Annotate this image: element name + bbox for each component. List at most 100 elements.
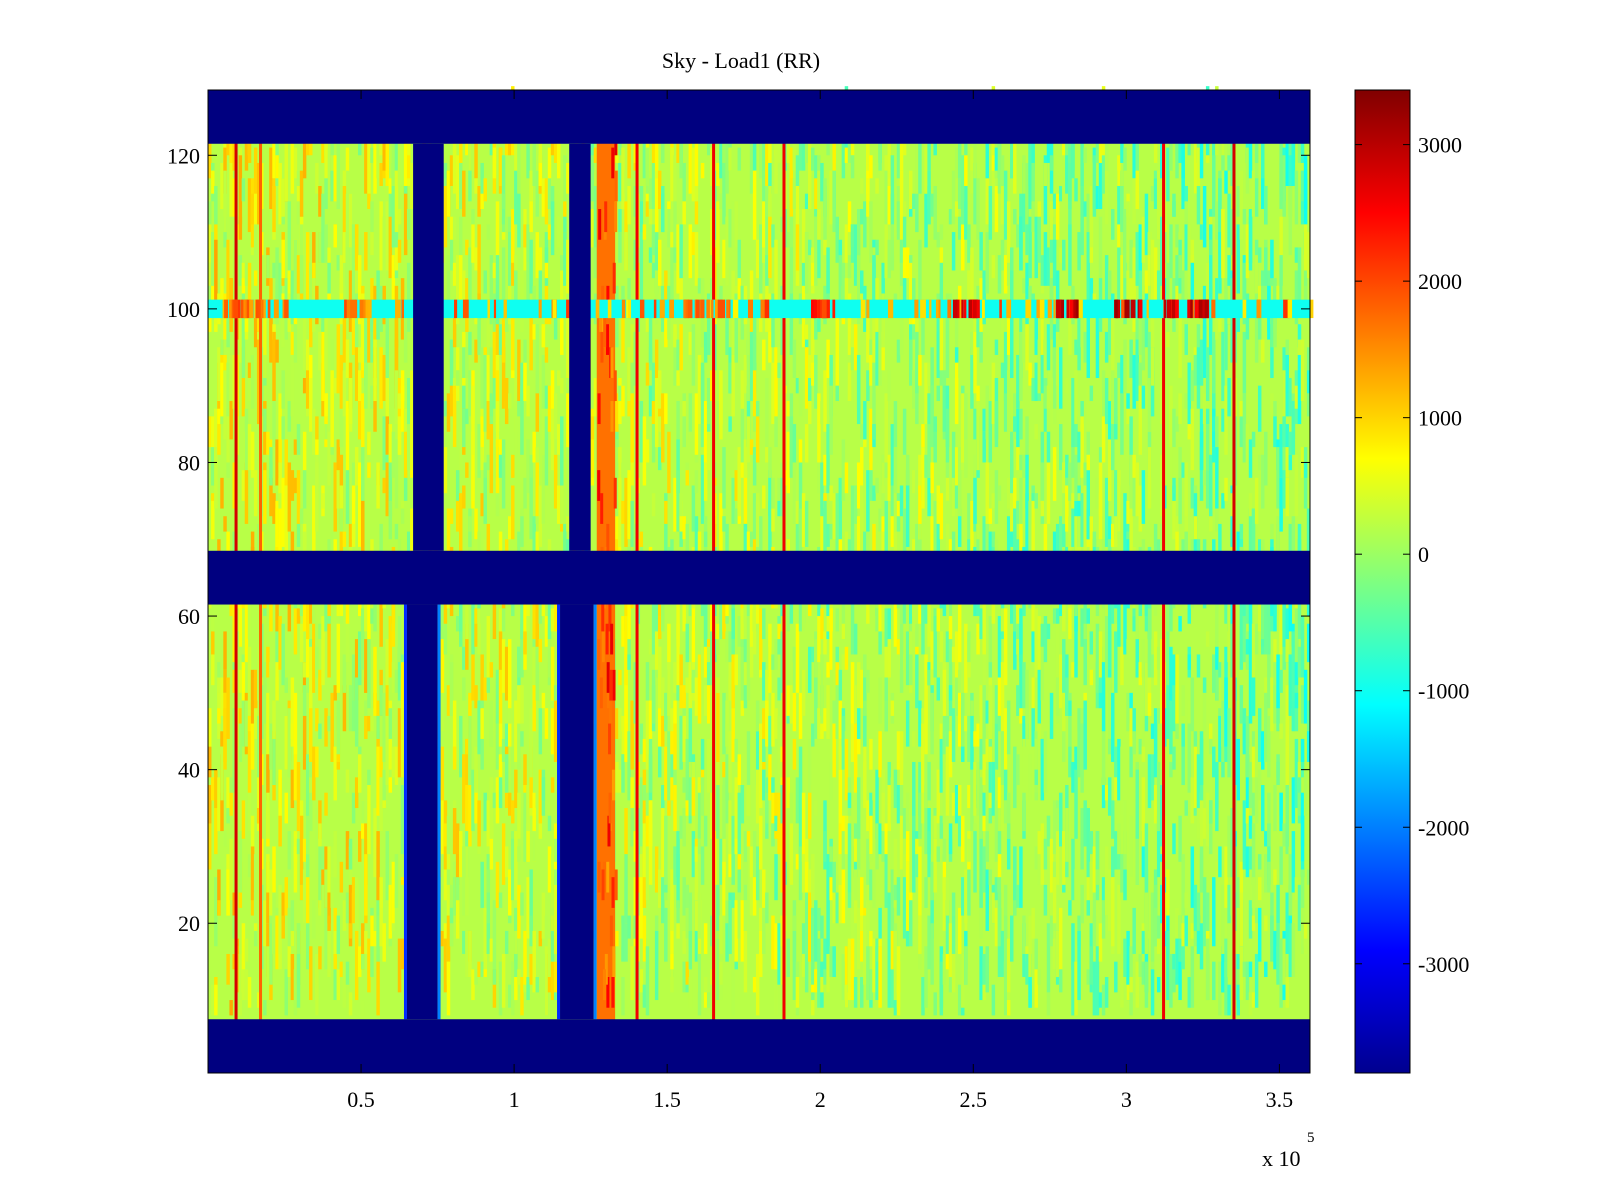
heatmap-noise-cell <box>1227 708 1231 778</box>
heatmap-noise-cell <box>465 808 469 878</box>
heatmap-noise-cell <box>1037 339 1042 394</box>
heatmap-noise-cell <box>967 869 971 916</box>
heatmap-noise-cell <box>281 416 285 440</box>
heatmap-noise-cell <box>544 347 549 363</box>
heatmap-noise-cell <box>449 385 454 417</box>
heatmap-noise-cell <box>296 608 301 624</box>
heatmap-noise-cell <box>526 831 530 862</box>
heatmap-noise-cell <box>1107 777 1112 816</box>
heatmap-noise-cell <box>220 639 224 709</box>
heatmap-noise-cell <box>749 139 754 194</box>
heatmap-noise-cell <box>841 654 846 670</box>
heatmap-noise-cell <box>902 808 907 839</box>
heatmap-noise-cell <box>1221 662 1225 724</box>
heatmap-noise-cell <box>357 347 362 363</box>
heatmap-noise-cell <box>1022 454 1026 478</box>
heatmap-noise-cell <box>324 869 328 908</box>
heatmap-noise-cell <box>1190 846 1195 908</box>
heatmap-noise-cell <box>817 600 821 663</box>
heatmap-noise-cell <box>312 746 316 801</box>
heatmap-noise-cell <box>743 354 748 394</box>
heatmap-noise-cell <box>924 785 928 855</box>
heatmap-noise-cell <box>342 370 347 417</box>
heatmap-noise-cell <box>915 654 919 709</box>
heatmap-noise-cell <box>465 623 469 670</box>
heatmap-noise-cell <box>1193 746 1198 809</box>
heatmap-noise-cell <box>633 139 637 163</box>
heatmap-noise-cell <box>798 508 803 563</box>
heatmap-noise-cell <box>780 761 784 778</box>
heatmap-noise-cell <box>814 301 818 340</box>
heatmap-noise-cell <box>734 777 738 839</box>
heatmap-noise-cell <box>1043 616 1048 663</box>
heatmap-noise-cell <box>630 946 634 1001</box>
heatmap-noise-cell <box>706 669 711 724</box>
heatmap-noise-cell <box>1242 209 1247 225</box>
heatmap-noise-cell <box>388 216 393 279</box>
heatmap-noise-cell <box>305 907 310 970</box>
heatmap-noise-cell <box>664 500 668 524</box>
heatmap-noise-cell <box>860 900 864 954</box>
heatmap-noise-cell <box>492 969 497 985</box>
heatmap-noise-cell <box>1193 930 1198 947</box>
heatmap-noise-cell <box>924 362 928 425</box>
heatmap-noise-cell <box>633 523 637 555</box>
heatmap-noise-cell <box>498 147 503 186</box>
heatmap-noise-cell <box>1178 616 1182 632</box>
heatmap-noise-cell <box>1040 316 1045 355</box>
heatmap-noise-cell <box>765 700 769 747</box>
heatmap-noise-cell <box>624 854 628 924</box>
heatmap-noise-cell <box>682 393 686 448</box>
heatmap-noise-cell <box>1043 884 1048 916</box>
heatmap-noise-cell <box>927 393 931 425</box>
heatmap-noise-cell <box>676 439 680 494</box>
heatmap-noise-cell <box>1251 431 1256 448</box>
heatmap-noise-cell <box>918 354 922 386</box>
heatmap-noise-cell <box>272 262 276 279</box>
heatmap-noise-cell <box>866 884 870 931</box>
heatmap-noise-cell <box>223 354 227 371</box>
heatmap-noise-cell <box>850 155 855 179</box>
heatmap-noise-cell <box>1086 232 1090 302</box>
heatmap-noise-cell <box>1254 477 1259 524</box>
heatmap-noise-cell <box>719 915 723 954</box>
heatmap-noise-cell <box>1013 746 1017 809</box>
heatmap-noise-cell <box>912 470 916 494</box>
heatmap-noise-cell <box>278 393 282 440</box>
heatmap-noise-cell <box>1230 209 1234 256</box>
heatmap-noise-cell <box>1095 185 1100 210</box>
heatmap-noise-cell <box>446 393 451 432</box>
heatmap-noise-cell <box>465 785 469 832</box>
heatmap-noise-cell <box>777 477 781 501</box>
heatmap-noise-cell <box>514 401 518 455</box>
heatmap-noise-cell <box>853 370 858 425</box>
heatmap-noise-cell <box>471 639 475 701</box>
heatmap-noise-cell <box>459 831 463 878</box>
heatmap-noise-cell <box>211 500 215 540</box>
heatmap-noise-cell <box>480 401 484 425</box>
heatmap-noise-cell <box>1016 685 1020 716</box>
heatmap-noise-cell <box>1257 385 1262 432</box>
heatmap-noise-cell <box>957 216 962 240</box>
heatmap-noise-cell <box>762 339 766 371</box>
heatmap-noise-cell <box>777 792 781 839</box>
heatmap-noise-cell <box>905 247 910 279</box>
heatmap-noise-cell <box>899 170 904 240</box>
heatmap-noise-cell <box>737 754 742 786</box>
heatmap-noise-cell <box>1227 593 1231 663</box>
heatmap-noise-cell <box>394 854 399 908</box>
heatmap-noise-cell <box>532 285 536 302</box>
heatmap-noise-cell <box>1172 685 1176 732</box>
heatmap-noise-cell <box>1285 477 1289 517</box>
heatmap-noise-cell <box>590 408 595 478</box>
heatmap-noise-cell <box>752 493 757 540</box>
heatmap-noise-cell <box>281 892 285 924</box>
heatmap-noise-cell <box>1019 331 1023 402</box>
heatmap-noise-cell <box>780 923 784 985</box>
heatmap-noise-cell <box>768 216 772 279</box>
heatmap-noise-cell <box>315 462 319 532</box>
heatmap-noise-cell <box>645 147 650 186</box>
heatmap-noise-cell <box>1022 278 1026 294</box>
heatmap-noise-cell <box>957 984 962 1016</box>
heatmap-noise-cell <box>1058 969 1063 993</box>
